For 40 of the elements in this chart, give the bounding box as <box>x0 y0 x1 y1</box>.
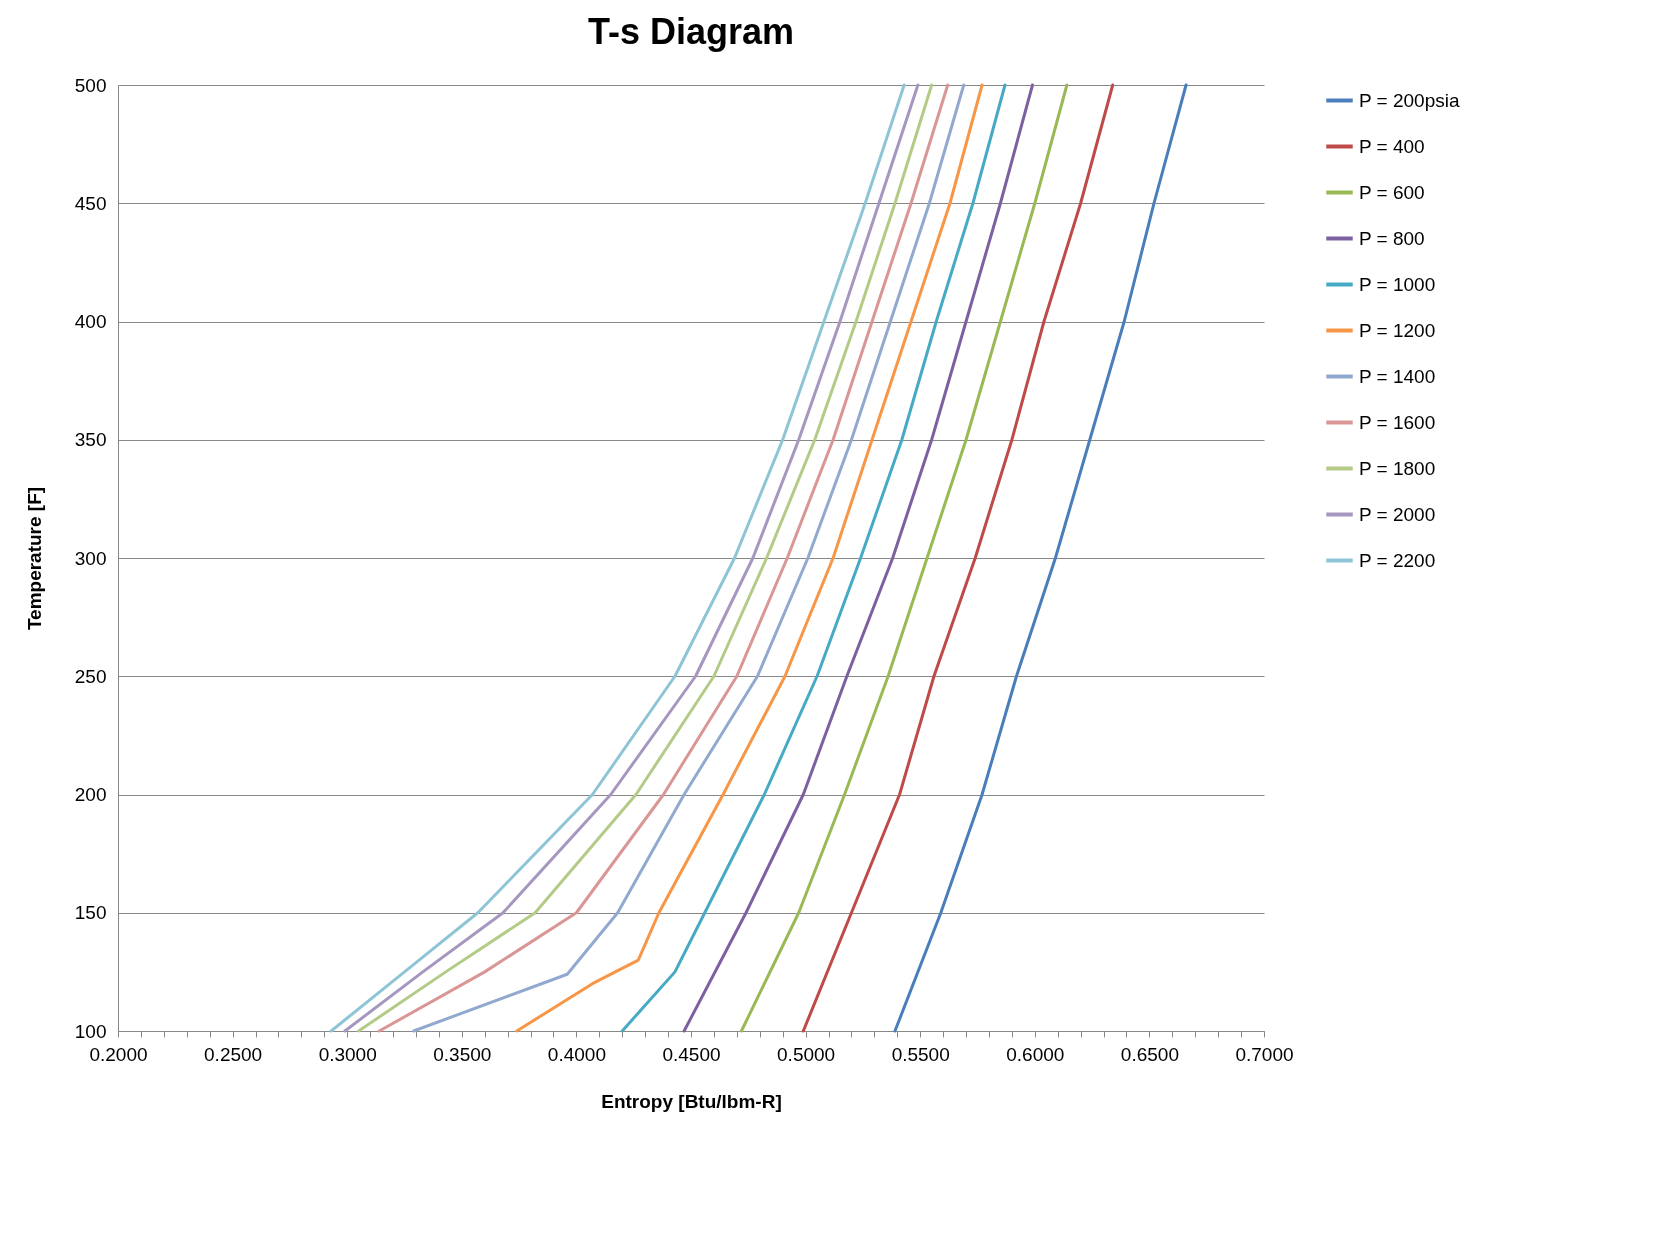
y-tick-label: 200 <box>74 784 107 805</box>
legend-label: P = 2200 <box>1359 549 1436 571</box>
legend-label: P = 2000 <box>1359 503 1436 525</box>
x-tick-label: 0.3000 <box>318 1043 377 1065</box>
y-tick-label: 350 <box>74 429 107 451</box>
x-tick-label: 0.5500 <box>891 1043 950 1065</box>
legend-label: P = 800 <box>1359 227 1425 249</box>
y-tick-label: 250 <box>74 665 107 687</box>
legend-label: P = 1400 <box>1359 365 1436 387</box>
line-series <box>515 83 984 1033</box>
line-series <box>893 83 1188 1033</box>
y-tick-label: 100 <box>74 1020 107 1042</box>
x-tick-label: 0.7000 <box>1235 1043 1294 1065</box>
y-tick-label: 300 <box>74 547 107 569</box>
x-tick-label: 0.4000 <box>547 1043 606 1065</box>
legend-label: P = 1000 <box>1359 273 1436 295</box>
y-tick-label: 400 <box>74 311 107 332</box>
x-tick-label: 0.2000 <box>89 1043 148 1065</box>
legend-label: P = 600 <box>1359 181 1425 203</box>
line-series <box>682 83 1035 1033</box>
legend-label: P = 1600 <box>1359 411 1436 433</box>
chart-title: T-s Diagram <box>587 11 795 52</box>
x-tick-label: 0.2500 <box>204 1043 263 1065</box>
x-tick-label: 0.6500 <box>1120 1043 1179 1065</box>
y-tick-label: 450 <box>74 192 107 214</box>
legend-label: P = 200psia <box>1359 89 1460 111</box>
line-series <box>739 83 1069 1033</box>
y-tick-label: 500 <box>74 74 107 96</box>
legend-label: P = 1200 <box>1359 319 1436 341</box>
x-axis-title: Entropy [Btu/lbm-R] <box>601 1090 782 1112</box>
y-axis-title: Temperature [F] <box>23 486 45 631</box>
legend-label: P = 400 <box>1359 135 1425 157</box>
x-tick-label: 0.4500 <box>662 1043 721 1065</box>
x-tick-label: 0.5000 <box>777 1043 836 1065</box>
x-tick-label: 0.3500 <box>433 1043 492 1065</box>
x-tick-label: 0.6000 <box>1006 1043 1065 1065</box>
legend-label: P = 1800 <box>1359 457 1436 479</box>
line-series <box>620 83 1007 1033</box>
line-series <box>801 83 1115 1033</box>
y-tick-label: 150 <box>74 902 107 924</box>
